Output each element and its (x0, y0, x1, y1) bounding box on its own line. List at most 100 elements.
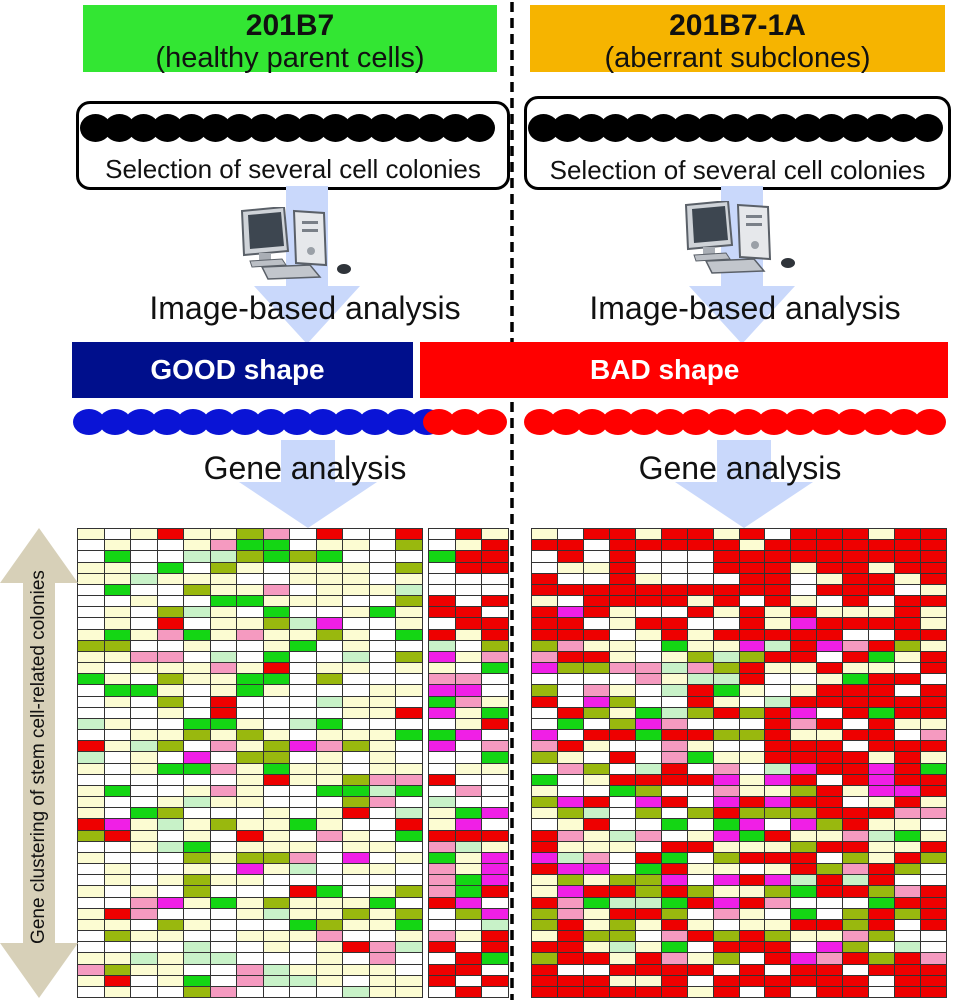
heatmap-cell (817, 931, 843, 942)
heatmap-cell (765, 741, 791, 752)
heatmap-cell (532, 663, 557, 674)
heatmap-cell (237, 584, 263, 595)
heatmap-cell (921, 651, 946, 662)
heatmap-cell (739, 908, 765, 919)
heatmap-cell (396, 674, 422, 685)
heatmap-cell (157, 651, 184, 662)
heatmap-cell (817, 730, 843, 741)
heatmap-cell (455, 730, 482, 741)
heatmap-cell (78, 808, 104, 819)
heatmap-cell (843, 897, 869, 908)
heatmap-cell (532, 819, 557, 830)
heatmap-cell (78, 529, 104, 540)
heatmap-cell (455, 931, 482, 942)
heatmap-cell (131, 730, 157, 741)
heatmap-cell (869, 964, 895, 975)
heatmap-cell (609, 875, 635, 886)
heatmap-cell (316, 830, 343, 841)
heatmap-cell (791, 629, 817, 640)
heatmap-cell (78, 953, 104, 964)
heatmap-cell (316, 607, 343, 618)
right-colony-box: Selection of several cell colonies (524, 96, 951, 190)
heatmap-cell (895, 730, 921, 741)
heatmap-cell (157, 830, 184, 841)
heatmap-cell (369, 897, 396, 908)
heatmap-cell (921, 730, 946, 741)
cell-colony (464, 114, 495, 142)
heatmap-cell (765, 618, 791, 629)
heatmap-cell (843, 596, 869, 607)
heatmap-cell (817, 707, 843, 718)
heatmap-cell (921, 986, 946, 997)
heatmap-cell (429, 663, 455, 674)
heatmap-cell (921, 551, 946, 562)
heatmap-cell (263, 797, 290, 808)
heatmap-cell (263, 774, 290, 785)
heatmap-cell (429, 808, 455, 819)
heatmap-cell (843, 741, 869, 752)
heatmap-cell (661, 808, 687, 819)
heatmap-cell (157, 696, 184, 707)
heatmap-cell (843, 730, 869, 741)
heatmap-cell (369, 986, 396, 997)
heatmap-cell (532, 886, 557, 897)
heatmap-cell (131, 964, 157, 975)
heatmap-cell (429, 830, 455, 841)
heatmap-cell (635, 942, 661, 953)
heatmap-cell (396, 752, 422, 763)
heatmap-cell (184, 964, 210, 975)
heatmap-cell (210, 674, 237, 685)
heatmap-cell (157, 540, 184, 551)
heatmap-cell (713, 573, 739, 584)
heatmap-cell (157, 573, 184, 584)
heatmap-cell (765, 651, 791, 662)
heatmap-cell (290, 897, 316, 908)
heatmap-cell (237, 953, 263, 964)
heatmap-cell (557, 797, 583, 808)
heatmap-cell (713, 852, 739, 863)
heatmap-cell (661, 651, 687, 662)
heatmap-cell (396, 797, 422, 808)
heatmap-cell (343, 942, 369, 953)
heatmap-cell (843, 908, 869, 919)
heatmap-cell (482, 618, 508, 629)
heatmap-cell (104, 618, 131, 629)
heatmap-cell (131, 763, 157, 774)
heatmap-cell (843, 864, 869, 875)
heatmap-cell (532, 864, 557, 875)
heatmap-cell (817, 741, 843, 752)
heatmap-cell (455, 830, 482, 841)
heatmap-cell (843, 752, 869, 763)
heatmap-cell (791, 986, 817, 997)
heatmap-cell (131, 696, 157, 707)
heatmap-cell (429, 651, 455, 662)
heatmap-cell (316, 919, 343, 930)
heatmap-cell (104, 629, 131, 640)
heatmap-cell (765, 808, 791, 819)
heatmap-cell (817, 596, 843, 607)
heatmap-cell (583, 875, 609, 886)
heatmap-cell (609, 752, 635, 763)
heatmap-cell (635, 819, 661, 830)
heatmap-cell (687, 607, 713, 618)
heatmap-cell (532, 797, 557, 808)
heatmap-cell (791, 975, 817, 986)
heatmap-cell (104, 584, 131, 595)
heatmap-cell (104, 685, 131, 696)
heatmap-cell (687, 830, 713, 841)
heatmap-cell (290, 618, 316, 629)
heatmap-cell (661, 841, 687, 852)
heatmap-cell (765, 730, 791, 741)
heatmap-cell (290, 830, 316, 841)
heatmap-cell (713, 763, 739, 774)
heatmap-cell (532, 730, 557, 741)
heatmap-cell (396, 540, 422, 551)
heatmap-cell (687, 808, 713, 819)
heatmap-cell (157, 774, 184, 785)
heatmap-cell (609, 886, 635, 897)
heatmap-cell (157, 596, 184, 607)
heatmap-cell (455, 919, 482, 930)
heatmap-cell (921, 864, 946, 875)
heatmap-cell (817, 774, 843, 785)
heatmap-cell (765, 696, 791, 707)
